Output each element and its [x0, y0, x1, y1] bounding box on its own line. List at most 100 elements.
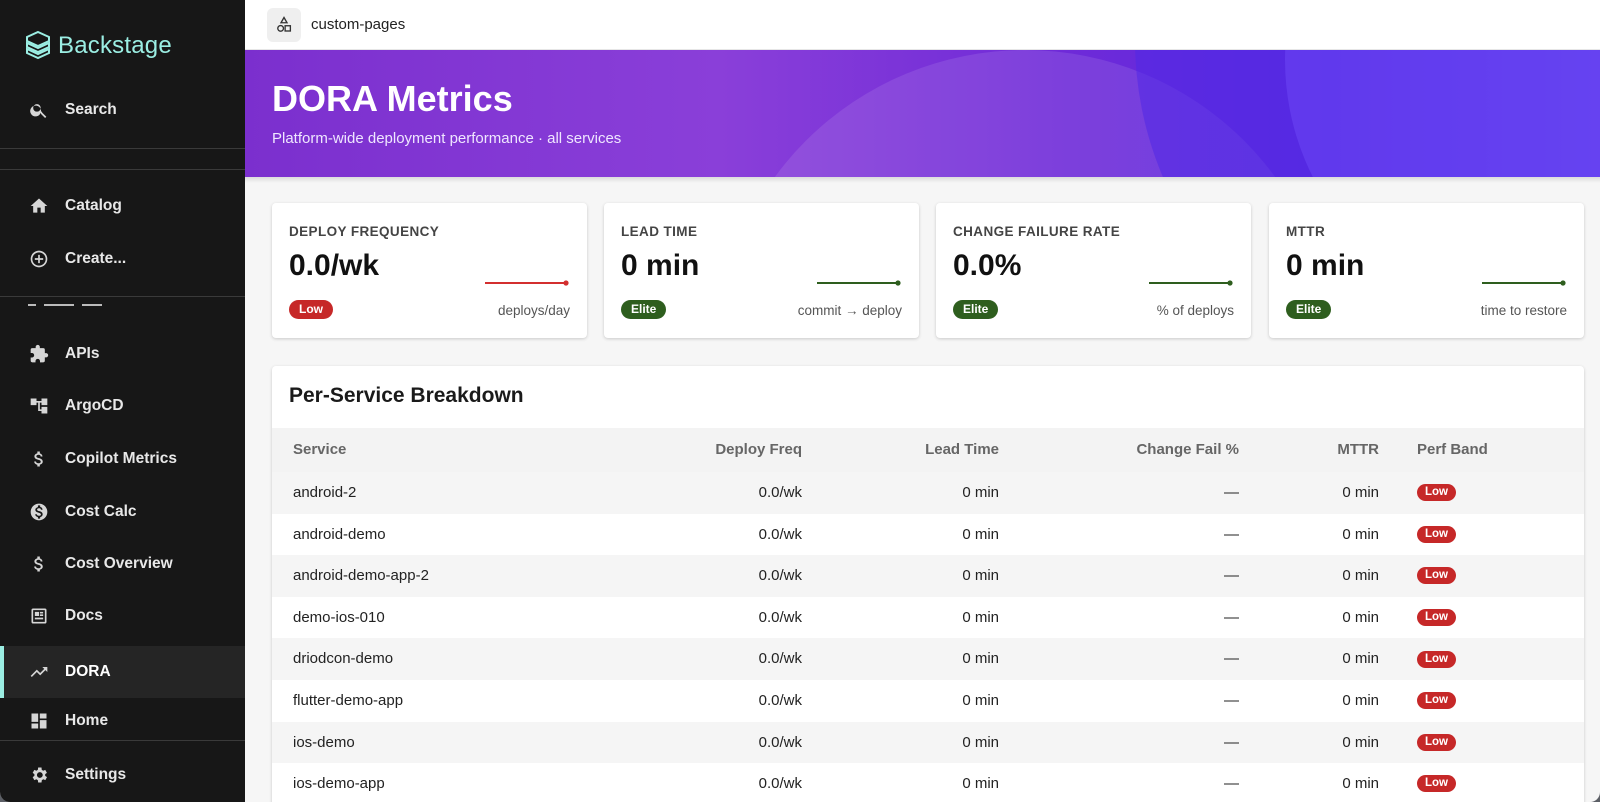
- sidebar: Backstage Search Catalog Create...: [0, 0, 245, 802]
- backstage-logo-icon: [26, 30, 50, 60]
- sidebar-item-create[interactable]: Create...: [0, 237, 245, 281]
- sidebar-item-docs[interactable]: Docs: [0, 594, 245, 638]
- metric-unit: % of deploys: [1156, 303, 1234, 318]
- table-row[interactable]: ios-demo-app 0.0/wk 0 min — 0 min Low: [272, 763, 1584, 802]
- column-header-deploy-freq[interactable]: Deploy Freq: [715, 441, 802, 458]
- table-row[interactable]: android-2 0.0/wk 0 min — 0 min Low: [272, 472, 1584, 514]
- sidebar-item-dora[interactable]: DORA: [0, 646, 245, 698]
- mttr-cell: 0 min: [1342, 775, 1379, 793]
- perf-band-badge: Low: [1417, 775, 1456, 793]
- perf-band-badge: Low: [1417, 525, 1456, 543]
- sidebar-item-cost-calc[interactable]: Cost Calc: [0, 490, 245, 534]
- column-header-service[interactable]: Service: [293, 441, 347, 458]
- sidebar-search-label: Search: [65, 101, 117, 118]
- perf-band-cell: Low: [1417, 472, 1567, 514]
- change-fail-cell: —: [1224, 525, 1239, 543]
- sidebar-item-argocd[interactable]: ArgoCD: [0, 384, 245, 428]
- change-fail-cell: —: [1224, 692, 1239, 709]
- table-row[interactable]: flutter-demo-app 0.0/wk 0 min — 0 min Low: [272, 680, 1584, 722]
- banner-shadow: [245, 177, 1600, 183]
- shapes-icon: [277, 15, 292, 32]
- deploy-freq-cell: 0.0/wk: [758, 608, 802, 626]
- sparkline: [1149, 280, 1233, 286]
- page-title: DORA Metrics: [272, 78, 513, 119]
- sidebar-item-label: Copilot Metrics: [65, 450, 177, 467]
- column-header-mttr[interactable]: MTTR: [1337, 441, 1379, 458]
- gear-icon: [28, 764, 50, 786]
- panel-title: Per-Service Breakdown: [289, 384, 524, 407]
- search-icon: [28, 99, 50, 121]
- sparkline: [1482, 280, 1566, 286]
- table-header: Service Deploy Freq Lead Time Change Fai…: [272, 428, 1584, 472]
- sidebar-item-cost-overview[interactable]: Cost Overview: [0, 542, 245, 586]
- puzzle-icon: [28, 343, 50, 365]
- perf-band-cell: Low: [1417, 638, 1567, 680]
- sidebar-divider: [0, 169, 245, 170]
- sidebar-item-label: Docs: [65, 607, 103, 624]
- sidebar-search[interactable]: Search: [0, 88, 245, 132]
- perf-band-badge: Low: [1417, 650, 1456, 668]
- sidebar-item-copilot-metrics[interactable]: Copilot Metrics: [0, 437, 245, 481]
- mttr-cell: 0 min: [1342, 608, 1379, 626]
- perf-band-badge: Elite: [953, 300, 999, 319]
- table-row[interactable]: android-demo 0.0/wk 0 min — 0 min Low: [272, 514, 1584, 556]
- sidebar-item-apis[interactable]: APIs: [0, 332, 245, 376]
- service-cell: driodcon-demo: [293, 650, 394, 668]
- deploy-freq-cell: 0.0/wk: [758, 567, 802, 585]
- lead-time-cell: 0 min: [962, 692, 999, 709]
- sparkline: [485, 280, 569, 286]
- top-bar: custom-pages: [245, 0, 1600, 50]
- lead-time-cell: 0 min: [962, 567, 999, 585]
- table-row[interactable]: driodcon-demo 0.0/wk 0 min — 0 min Low: [272, 638, 1584, 680]
- perf-band-badge: Elite: [1286, 300, 1332, 319]
- change-fail-cell: —: [1224, 650, 1239, 668]
- sidebar-item-label: Cost Calc: [65, 503, 137, 520]
- page-type-chip[interactable]: [267, 7, 301, 42]
- column-header-perf-band[interactable]: Perf Band: [1417, 441, 1488, 458]
- dashboard-icon: [28, 710, 50, 732]
- mttr-cell: 0 min: [1342, 525, 1379, 543]
- service-cell: flutter-demo-app: [293, 692, 404, 709]
- service-cell: ios-demo-app: [293, 775, 385, 793]
- metric-card-mttr: MTTR 0 min Elite time to restore: [1269, 203, 1584, 338]
- perf-band-cell: Low: [1417, 514, 1567, 556]
- deploy-freq-cell: 0.0/wk: [758, 484, 802, 501]
- scrolled-item-fragment: [28, 304, 148, 308]
- page-name: custom-pages: [311, 16, 406, 33]
- sidebar-item-catalog[interactable]: Catalog: [0, 184, 245, 228]
- table-row[interactable]: android-demo-app-2 0.0/wk 0 min — 0 min Low: [272, 555, 1584, 597]
- perf-band-badge: Low: [289, 300, 333, 319]
- service-cell: demo-ios-010: [293, 608, 385, 626]
- metric-value: 0.0/wk: [289, 249, 380, 282]
- perf-band-cell: Low: [1417, 597, 1567, 639]
- deploy-freq-cell: 0.0/wk: [758, 775, 802, 793]
- banner-decoration: [1285, 50, 1600, 177]
- column-header-change-fail[interactable]: Change Fail %: [1136, 441, 1239, 458]
- sidebar-item-label: DORA: [65, 663, 111, 680]
- column-header-lead-time[interactable]: Lead Time: [925, 441, 999, 458]
- home-icon: [28, 195, 50, 217]
- metric-label: MTTR: [1286, 224, 1326, 239]
- backstage-logo[interactable]: Backstage: [24, 28, 172, 64]
- sidebar-settings[interactable]: Settings: [0, 753, 245, 797]
- lead-time-cell: 0 min: [962, 733, 999, 751]
- table-row[interactable]: demo-ios-010 0.0/wk 0 min — 0 min Low: [272, 597, 1584, 639]
- sidebar-settings-label: Settings: [65, 766, 127, 783]
- perf-band-cell: Low: [1417, 555, 1567, 597]
- mttr-cell: 0 min: [1342, 733, 1379, 751]
- table-row[interactable]: ios-demo 0.0/wk 0 min — 0 min Low: [272, 721, 1584, 764]
- sidebar-item-home[interactable]: Home: [0, 699, 245, 743]
- docs-icon: [28, 605, 50, 627]
- sidebar-divider: [0, 740, 245, 741]
- lead-time-cell: 0 min: [962, 608, 999, 626]
- metric-unit: deploys/day: [497, 303, 570, 318]
- metric-label: CHANGE FAILURE RATE: [953, 224, 1121, 239]
- service-cell: android-demo: [293, 525, 386, 543]
- sidebar-item-label: Home: [65, 712, 109, 729]
- lead-time-cell: 0 min: [962, 525, 999, 543]
- lead-time-cell: 0 min: [962, 484, 999, 501]
- deploy-freq-cell: 0.0/wk: [758, 692, 802, 709]
- metric-unit: commit → deploy: [797, 303, 902, 318]
- mttr-cell: 0 min: [1342, 484, 1379, 501]
